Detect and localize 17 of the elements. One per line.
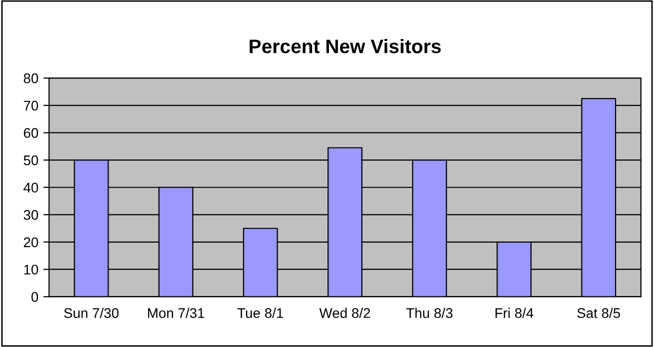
y-tick-label: 50 — [24, 155, 38, 166]
x-tick-label: Wed 8/2 — [319, 308, 370, 318]
y-tick-label: 40 — [24, 182, 38, 193]
x-tick-label: Thu 8/3 — [406, 308, 452, 318]
x-tick-label: Mon 7/31 — [148, 308, 204, 318]
y-tick-label: 0 — [31, 292, 38, 302]
y-tick-label: 60 — [24, 128, 38, 138]
y-tick-label: 20 — [24, 237, 38, 248]
x-tick-label: Sun 7/30 — [64, 308, 119, 318]
x-tick-label: Fri 8/4 — [496, 308, 534, 318]
y-tick-label: 10 — [24, 264, 38, 275]
y-tick-label: 30 — [24, 210, 38, 220]
x-tick-label: Tue 8/1 — [237, 308, 284, 318]
x-tick-label: Sat 8/5 — [577, 308, 620, 318]
chart-title: Percent New Visitors — [250, 38, 441, 54]
y-tick-label: 80 — [24, 73, 38, 84]
y-tick-label: 70 — [24, 100, 38, 111]
